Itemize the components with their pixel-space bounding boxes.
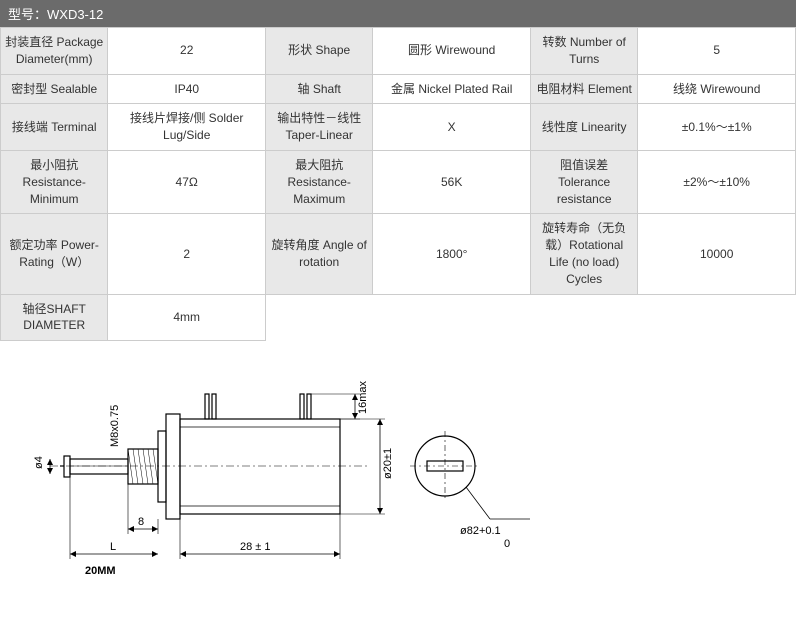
spec-label: 额定功率 Power-Rating（W） xyxy=(1,214,108,294)
spec-value: 47Ω xyxy=(108,150,266,213)
tech-drawing: ø4 M8x0.75 8 L 20MM 28 ± 1 16max ø20±1 ø82+0.10 xyxy=(0,341,796,619)
spec-value xyxy=(638,294,796,341)
svg-text:8: 8 xyxy=(138,516,144,528)
svg-text:ø20±1: ø20±1 xyxy=(382,448,394,479)
spec-value: 5 xyxy=(638,28,796,75)
spec-value: 1800° xyxy=(373,214,531,294)
spec-label: 最小阻抗 Resistance-Minimum xyxy=(1,150,108,213)
spec-value: 接线片焊接/侧 Solder Lug/Side xyxy=(108,104,266,151)
svg-text:ø82+0.1: ø82+0.1 xyxy=(460,525,501,537)
spec-label: 轴 Shaft xyxy=(265,74,372,104)
spec-label: 最大阻抗 Resistance-Maximum xyxy=(265,150,372,213)
spec-value xyxy=(373,294,531,341)
svg-text:L: L xyxy=(110,541,116,553)
spec-value: IP40 xyxy=(108,74,266,104)
spec-value: ±2%～±10% xyxy=(638,150,796,213)
model-header: 型号：WXD3-12 xyxy=(0,0,796,27)
svg-text:28 ± 1: 28 ± 1 xyxy=(240,541,271,553)
spec-label: 阻值误差 Tolerance resistance xyxy=(530,150,637,213)
spec-value: 线绕 Wirewound xyxy=(638,74,796,104)
spec-label: 电阻材料 Element xyxy=(530,74,637,104)
spec-value: 56K xyxy=(373,150,531,213)
spec-value: X xyxy=(373,104,531,151)
spec-label: 接线端 Terminal xyxy=(1,104,108,151)
spec-label xyxy=(265,294,372,341)
table-row: 最小阻抗 Resistance-Minimum47Ω最大阻抗 Resistanc… xyxy=(1,150,796,213)
spec-value: 2 xyxy=(108,214,266,294)
spec-label: 轴径SHAFT DIAMETER xyxy=(1,294,108,341)
spec-label: 线性度 Linearity xyxy=(530,104,637,151)
model-title: 型号：WXD3-12 xyxy=(8,7,103,22)
svg-text:ø4: ø4 xyxy=(33,456,45,469)
spec-value: 4mm xyxy=(108,294,266,341)
svg-text:0: 0 xyxy=(504,538,510,550)
spec-value: 10000 xyxy=(638,214,796,294)
spec-value: ±0.1%～±1% xyxy=(638,104,796,151)
spec-value: 22 xyxy=(108,28,266,75)
table-row: 额定功率 Power-Rating（W）2旋转角度 Angle of rotat… xyxy=(1,214,796,294)
table-row: 接线端 Terminal接线片焊接/侧 Solder Lug/Side输出特性－… xyxy=(1,104,796,151)
spec-label: 形状 Shape xyxy=(265,28,372,75)
spec-label: 密封型 Sealable xyxy=(1,74,108,104)
spec-label xyxy=(530,294,637,341)
spec-value: 金属 Nickel Plated Rail xyxy=(373,74,531,104)
spec-label: 旋转角度 Angle of rotation xyxy=(265,214,372,294)
svg-text:20MM: 20MM xyxy=(85,565,116,577)
spec-label: 封装直径 Package Diameter(mm) xyxy=(1,28,108,75)
spec-label: 转数 Number of Turns xyxy=(530,28,637,75)
svg-text:16max: 16max xyxy=(357,381,369,415)
spec-label: 输出特性－线性 Taper-Linear xyxy=(265,104,372,151)
spec-table: 封装直径 Package Diameter(mm)22形状 Shape圆形 Wi… xyxy=(0,27,796,341)
table-row: 轴径SHAFT DIAMETER4mm xyxy=(1,294,796,341)
svg-text:M8x0.75: M8x0.75 xyxy=(109,405,121,447)
spec-value: 圆形 Wirewound xyxy=(373,28,531,75)
table-row: 封装直径 Package Diameter(mm)22形状 Shape圆形 Wi… xyxy=(1,28,796,75)
table-row: 密封型 SealableIP40轴 Shaft金属 Nickel Plated … xyxy=(1,74,796,104)
spec-label: 旋转寿命（无负载）Rotational Life (no load) Cycle… xyxy=(530,214,637,294)
